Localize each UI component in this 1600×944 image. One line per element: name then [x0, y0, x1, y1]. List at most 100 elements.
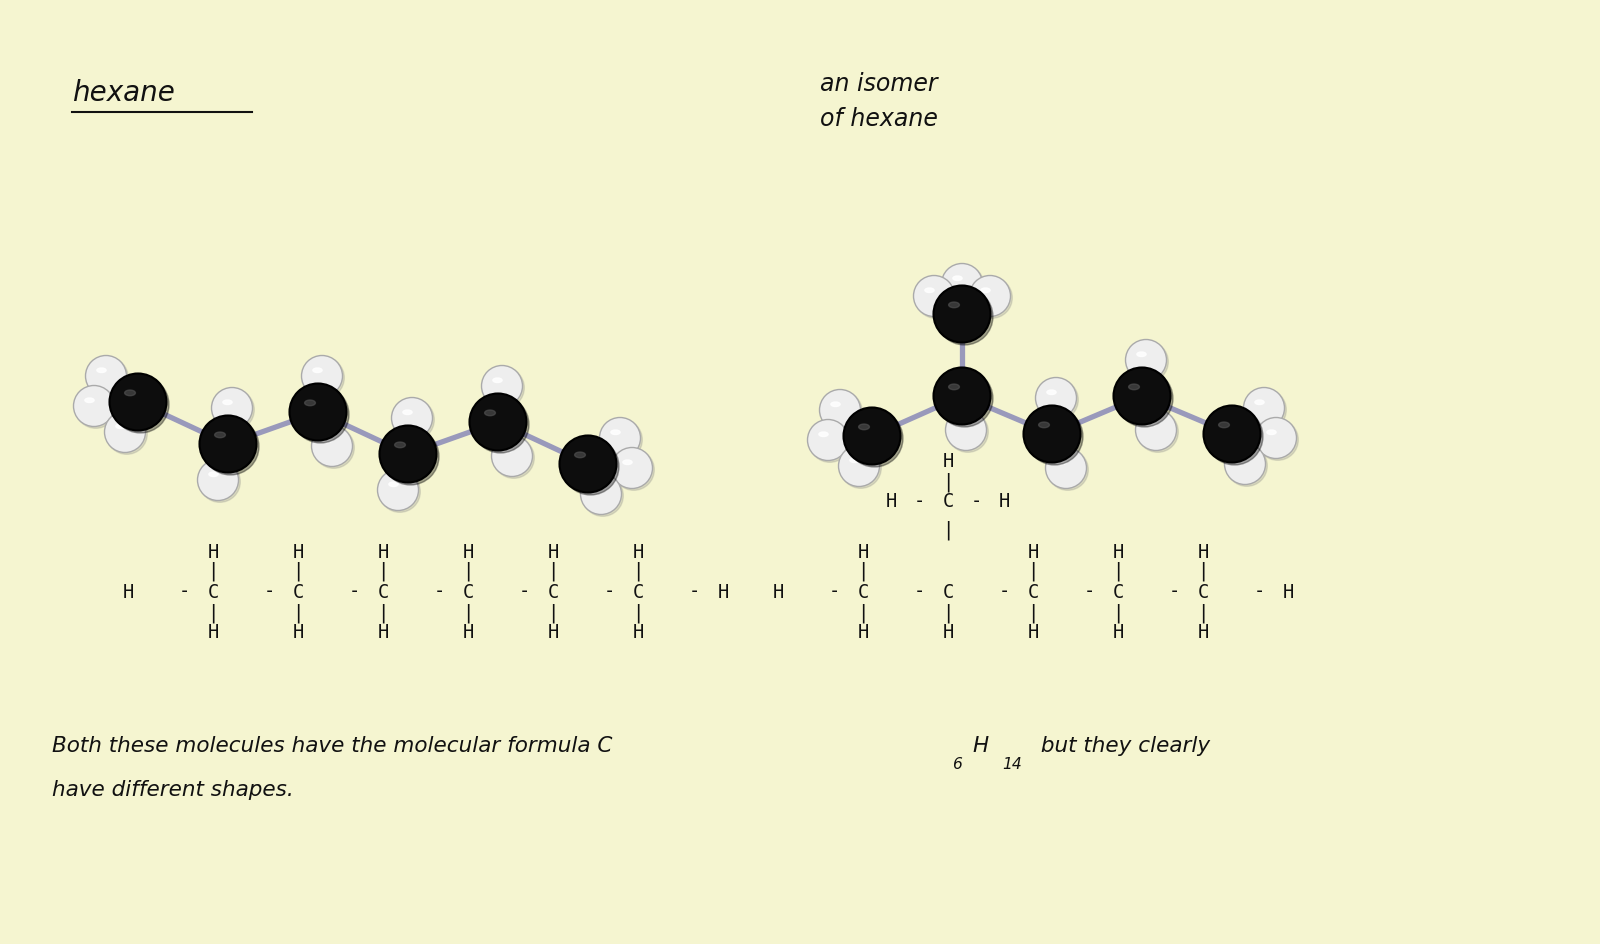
Circle shape — [1128, 342, 1168, 382]
Text: 6: 6 — [952, 757, 962, 772]
Text: |: | — [208, 603, 219, 623]
Circle shape — [202, 418, 259, 475]
Ellipse shape — [1219, 422, 1229, 428]
Circle shape — [200, 415, 256, 473]
Circle shape — [933, 285, 990, 343]
Text: H: H — [632, 622, 643, 642]
Text: H: H — [773, 582, 784, 601]
Text: H: H — [858, 543, 869, 562]
Text: H: H — [632, 543, 643, 562]
Circle shape — [1037, 379, 1078, 420]
Text: C: C — [1027, 582, 1038, 601]
Circle shape — [1224, 444, 1266, 484]
Ellipse shape — [1058, 460, 1066, 464]
Text: H: H — [462, 543, 474, 562]
Text: -: - — [434, 582, 445, 601]
Text: H: H — [1282, 582, 1294, 601]
Text: |: | — [208, 562, 219, 581]
Circle shape — [840, 447, 882, 488]
Circle shape — [469, 394, 526, 450]
Text: C: C — [462, 582, 474, 601]
Text: -: - — [690, 582, 701, 601]
Circle shape — [562, 438, 619, 495]
Text: H: H — [1112, 622, 1123, 642]
Circle shape — [304, 357, 344, 398]
Text: C: C — [378, 582, 389, 601]
Text: C: C — [293, 582, 304, 601]
Circle shape — [838, 446, 880, 486]
Circle shape — [941, 263, 982, 305]
Circle shape — [109, 374, 166, 430]
Text: C: C — [858, 582, 869, 601]
Text: H: H — [122, 582, 134, 601]
Ellipse shape — [502, 448, 512, 452]
Circle shape — [1048, 449, 1088, 490]
Ellipse shape — [403, 410, 413, 414]
Circle shape — [472, 396, 530, 453]
Circle shape — [104, 412, 146, 452]
Circle shape — [197, 460, 238, 500]
Ellipse shape — [1046, 390, 1056, 395]
Text: -: - — [914, 582, 925, 601]
Text: -: - — [971, 493, 982, 512]
Text: C: C — [208, 582, 219, 601]
Circle shape — [382, 428, 438, 485]
Text: |: | — [462, 603, 474, 623]
Ellipse shape — [98, 368, 106, 373]
Ellipse shape — [323, 438, 333, 443]
Ellipse shape — [592, 486, 602, 491]
Text: -: - — [179, 582, 190, 601]
Circle shape — [933, 367, 990, 425]
Ellipse shape — [981, 288, 990, 293]
Text: -: - — [829, 582, 840, 601]
Circle shape — [947, 412, 989, 452]
Circle shape — [1245, 389, 1286, 430]
Circle shape — [915, 278, 957, 318]
Text: H: H — [1197, 622, 1208, 642]
Circle shape — [946, 410, 987, 450]
Ellipse shape — [314, 368, 322, 373]
Ellipse shape — [1254, 400, 1264, 405]
Text: H: H — [886, 493, 898, 512]
Text: |: | — [942, 472, 954, 492]
Circle shape — [1206, 408, 1262, 465]
Text: -: - — [349, 582, 360, 601]
Text: |: | — [462, 562, 474, 581]
Circle shape — [290, 383, 347, 441]
Ellipse shape — [389, 482, 398, 486]
Circle shape — [291, 386, 349, 443]
Circle shape — [88, 357, 128, 398]
Text: -: - — [1083, 582, 1094, 601]
Ellipse shape — [125, 390, 136, 396]
Text: |: | — [858, 603, 869, 623]
Text: |: | — [547, 562, 558, 581]
Text: C: C — [1112, 582, 1123, 601]
Text: |: | — [293, 562, 304, 581]
Text: H: H — [858, 622, 869, 642]
Text: C: C — [942, 582, 954, 601]
Ellipse shape — [493, 378, 502, 382]
Ellipse shape — [574, 452, 586, 458]
Circle shape — [1203, 406, 1261, 463]
Ellipse shape — [1147, 422, 1157, 427]
Circle shape — [1125, 340, 1166, 380]
Text: -: - — [264, 582, 275, 601]
Circle shape — [582, 475, 624, 516]
Text: H: H — [293, 622, 304, 642]
Text: 14: 14 — [1002, 757, 1022, 772]
Ellipse shape — [957, 422, 966, 427]
Circle shape — [211, 387, 253, 429]
Circle shape — [379, 471, 421, 513]
Circle shape — [611, 447, 653, 488]
Circle shape — [613, 449, 654, 490]
Ellipse shape — [214, 432, 226, 438]
Text: but they clearly: but they clearly — [1034, 736, 1210, 756]
Circle shape — [379, 426, 437, 482]
Text: an isomer
of hexane: an isomer of hexane — [819, 72, 938, 131]
Circle shape — [1226, 446, 1267, 486]
Circle shape — [392, 397, 432, 439]
Ellipse shape — [1138, 352, 1146, 357]
Circle shape — [483, 367, 525, 409]
Circle shape — [394, 399, 434, 440]
Circle shape — [846, 410, 902, 467]
